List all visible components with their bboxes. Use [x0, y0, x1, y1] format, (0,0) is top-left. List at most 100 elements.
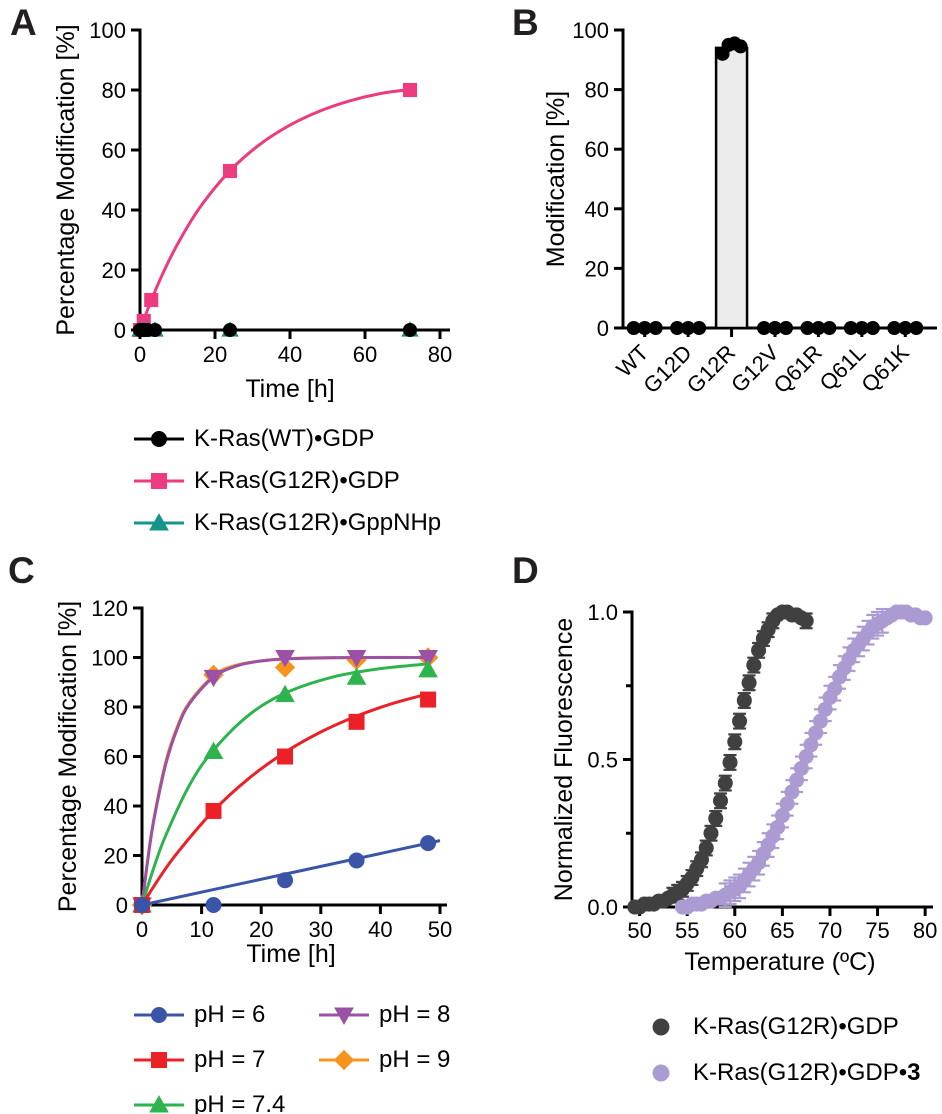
panel-a-label: A: [10, 2, 37, 43]
axes: 0 20 40 60 80 100 0 20 40 60 80 Percentage Modifica…: [52, 18, 452, 403]
svg-text:100: 100: [89, 18, 126, 43]
svg-text:20: 20: [585, 256, 609, 281]
svg-text:20: 20: [104, 844, 128, 869]
svg-text:G12R: G12R: [682, 340, 740, 398]
ph6-marker-icon: [134, 1006, 184, 1023]
legend-label: pH = 6: [194, 1000, 266, 1028]
legend-item: K-Ras(G12R)•GDP: [645, 1004, 921, 1050]
svg-text:0: 0: [597, 316, 609, 341]
svg-text:80: 80: [585, 78, 609, 103]
legend-item: pH = 7: [132, 1037, 317, 1082]
legend-label: pH = 8: [379, 1000, 451, 1028]
svg-text:0: 0: [134, 342, 146, 367]
svg-text:80: 80: [428, 342, 452, 367]
svg-text:0: 0: [136, 917, 148, 942]
svg-text:50: 50: [428, 917, 452, 942]
svg-text:0: 0: [114, 318, 126, 343]
series-K-Ras(G12R)•GDP•3: [674, 604, 933, 915]
panel-a-chart: 0 20 40 60 80 100 0 20 40 60 80 Percentage Modifica…: [52, 18, 452, 403]
svg-text:40: 40: [102, 198, 126, 223]
svg-text:20: 20: [249, 917, 273, 942]
svg-text:0.5: 0.5: [587, 748, 618, 773]
svg-text:55: 55: [675, 918, 699, 943]
svg-text:Time [h]: Time [h]: [246, 940, 335, 968]
svg-text:40: 40: [585, 197, 609, 222]
svg-text:Normalized Fluorescence: Normalized Fluorescence: [550, 618, 578, 901]
svg-text:40: 40: [368, 917, 392, 942]
svg-text:80: 80: [913, 918, 937, 943]
legend-label: pH = 9: [379, 1045, 451, 1073]
panel-c-legend: pH = 6 pH = 7 pH = 7.4 pH = 8 pH = 9: [132, 992, 450, 1114]
legend-item: K-Ras(G12R)•GppNHp: [132, 502, 441, 544]
svg-text:70: 70: [818, 918, 842, 943]
svg-text:60: 60: [102, 138, 126, 163]
svg-text:50: 50: [627, 918, 651, 943]
legend-item: pH = 8: [317, 992, 450, 1037]
panel-d-label: D: [512, 550, 539, 591]
svg-text:100: 100: [91, 646, 128, 671]
svg-text:20: 20: [102, 258, 126, 283]
svg-text:80: 80: [104, 695, 128, 720]
legend-label: pH = 7.4: [194, 1090, 286, 1114]
legend-item: K-Ras(G12R)•GDP: [132, 460, 441, 502]
svg-text:Percentage Modification [%]: Percentage Modification [%]: [52, 24, 80, 335]
svg-text:Modification [%]: Modification [%]: [542, 91, 570, 267]
legend-item: pH = 9: [317, 1037, 450, 1082]
panel-d-legend: K-Ras(G12R)•GDP K-Ras(G12R)•GDP•3: [645, 1004, 921, 1096]
svg-text:Q61L: Q61L: [815, 340, 871, 396]
svg-text:Q61R: Q61R: [769, 340, 827, 398]
svg-text:65: 65: [770, 918, 794, 943]
svg-text:40: 40: [104, 794, 128, 819]
bar-group-G12R: [714, 36, 749, 330]
legend-label: pH = 7: [194, 1045, 266, 1073]
svg-text:75: 75: [865, 918, 889, 943]
svg-text:Time [h]: Time [h]: [245, 375, 334, 403]
axes: 0.0 0.5 1.0 50 55 60 65 70 75 80 Normalized Fluore…: [550, 600, 937, 976]
svg-text:120: 120: [91, 596, 128, 621]
svg-text:Q61K: Q61K: [856, 340, 914, 398]
series-K-Ras(G12R)•GDP: [627, 604, 814, 915]
svg-text:60: 60: [104, 745, 128, 770]
legend-item: K-Ras(G12R)•GDP•3: [645, 1050, 921, 1096]
svg-text:60: 60: [585, 137, 609, 162]
panel-b-label: B: [512, 2, 539, 43]
svg-text:1.0: 1.0: [587, 600, 618, 625]
panel-c-chart: 0 20 40 60 80 100 120 0 10 20 30 40 50 Percentage Mod…: [54, 596, 452, 968]
svg-text:10: 10: [189, 917, 213, 942]
ph7-marker-icon: [134, 1051, 184, 1068]
legend-label: K-Ras(G12R)•GDP: [693, 1013, 899, 1040]
legend-item: pH = 6: [132, 992, 317, 1037]
legend-label: K-Ras(WT)•GDP: [194, 425, 375, 452]
svg-text:G12D: G12D: [638, 340, 696, 398]
series-K-Ras(G12R)•GDP: [132, 82, 418, 338]
svg-text:0.0: 0.0: [587, 895, 618, 920]
legend-label: K-Ras(G12R)•GDP: [194, 467, 400, 494]
ph8-marker-icon: [319, 1007, 369, 1025]
series-K-Ras(WT)•GDP: [132, 322, 418, 338]
axes: 0 20 40 60 80 100 120 0 10 20 30 40 50 Percentage Mod…: [54, 596, 452, 968]
svg-text:100: 100: [572, 18, 609, 43]
kras-g12r-gdp-marker-icon: [134, 473, 184, 489]
svg-text:30: 30: [309, 917, 333, 942]
panel-a-legend: K-Ras(WT)•GDP K-Ras(G12R)•GDP K-Ras(G12R…: [132, 418, 441, 544]
svg-text:Temperature (ºC): Temperature (ºC): [684, 948, 875, 976]
kras-wt-gdp-marker-icon: [134, 431, 184, 447]
axes: 0 20 40 60 80 100 Modification [%]: [542, 18, 937, 341]
svg-text:G12V: G12V: [726, 340, 784, 398]
series-pH = 8: [132, 650, 438, 915]
svg-text:0: 0: [116, 893, 128, 918]
panel-c-label: C: [8, 550, 35, 591]
legend-item: pH = 7.4: [132, 1082, 317, 1114]
series-pH = 6: [134, 835, 441, 913]
svg-text:40: 40: [278, 342, 302, 367]
legend-item: K-Ras(WT)•GDP: [132, 418, 441, 460]
svg-text:20: 20: [203, 342, 227, 367]
panel-d-chart: 0.0 0.5 1.0 50 55 60 65 70 75 80 Normalized Fluore…: [550, 600, 937, 976]
legend-label: K-Ras(G12R)•GppNHp: [194, 509, 442, 536]
ph7-4-marker-icon: [134, 1094, 184, 1112]
ph9-marker-icon: [319, 1049, 369, 1070]
svg-text:60: 60: [353, 342, 377, 367]
bar-group-G12D: [670, 321, 707, 335]
